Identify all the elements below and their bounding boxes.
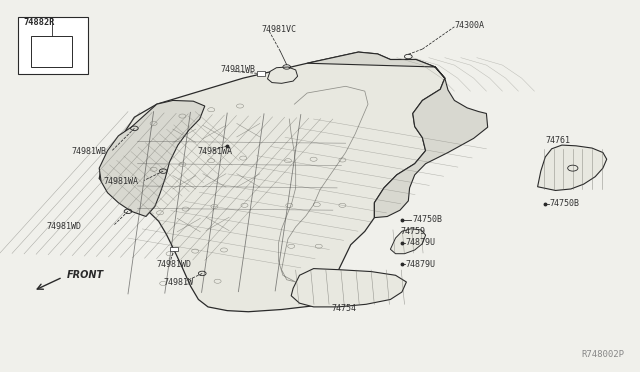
Text: 74981WD: 74981WD <box>157 260 192 269</box>
Text: R748002P: R748002P <box>581 350 624 359</box>
Bar <box>31 36 72 67</box>
Text: 74750B: 74750B <box>412 215 442 224</box>
Polygon shape <box>268 67 298 83</box>
Text: 74981VC: 74981VC <box>261 25 296 33</box>
Polygon shape <box>538 145 607 190</box>
Text: 74981WB: 74981WB <box>221 65 256 74</box>
Bar <box>257 71 265 76</box>
Text: FRONT: FRONT <box>67 270 104 280</box>
Text: 74761: 74761 <box>545 136 570 145</box>
Bar <box>18 17 88 74</box>
Polygon shape <box>390 229 426 254</box>
Text: 74750B: 74750B <box>549 199 579 208</box>
Text: 74981WA: 74981WA <box>197 147 232 156</box>
Text: 74981WA: 74981WA <box>104 177 139 186</box>
Text: 74754: 74754 <box>332 304 356 313</box>
Text: 74882R: 74882R <box>23 18 54 27</box>
Bar <box>170 247 178 251</box>
Text: 74879U: 74879U <box>406 238 436 247</box>
Polygon shape <box>99 52 445 312</box>
Text: 74300A: 74300A <box>454 21 484 30</box>
Polygon shape <box>307 52 488 218</box>
Polygon shape <box>291 269 406 307</box>
Text: 74981WB: 74981WB <box>72 147 107 156</box>
Text: 74759: 74759 <box>401 227 426 236</box>
Text: 74981W: 74981W <box>163 278 193 287</box>
Text: 74981WD: 74981WD <box>46 222 81 231</box>
Text: 74879U: 74879U <box>406 260 436 269</box>
Polygon shape <box>99 100 205 217</box>
